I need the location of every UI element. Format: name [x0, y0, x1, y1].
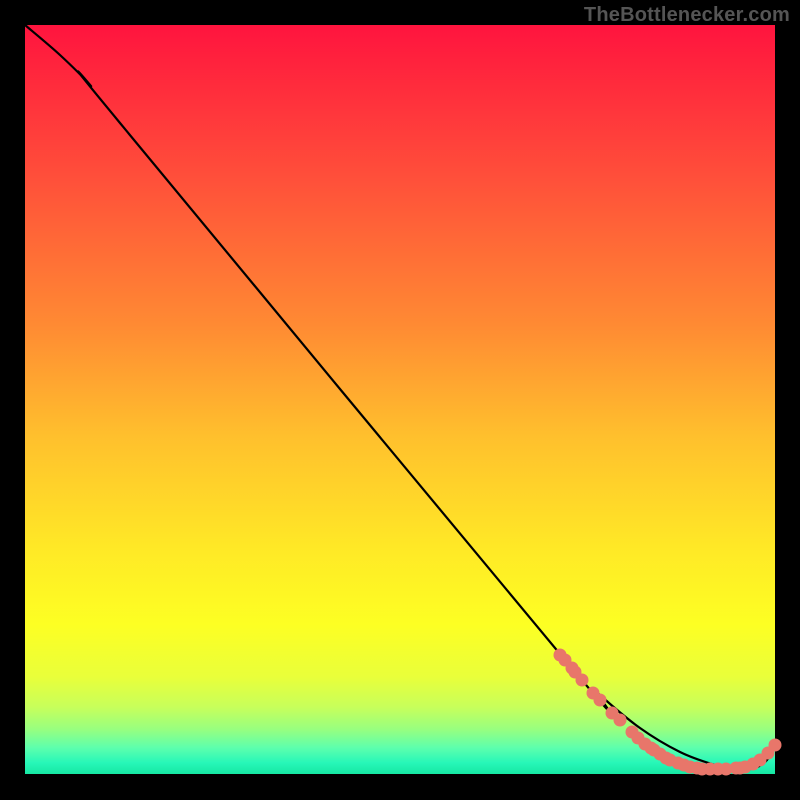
watermark-text: TheBottlenecker.com — [584, 4, 790, 27]
data-marker — [594, 694, 607, 707]
plot-background — [25, 25, 775, 774]
data-marker — [576, 674, 589, 687]
data-marker — [769, 739, 782, 752]
chart-container: { "watermark": { "text": "TheBottlenecke… — [0, 0, 800, 800]
data-marker — [614, 714, 627, 727]
bottleneck-chart — [0, 0, 800, 800]
